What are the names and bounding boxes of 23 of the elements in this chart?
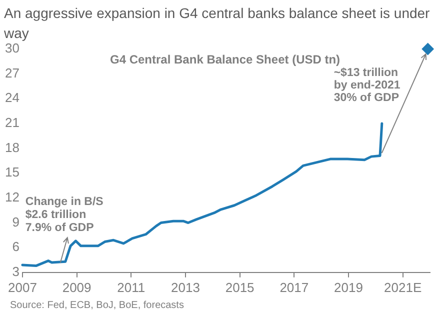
x-tick-label: 2015 [225, 280, 254, 295]
x-tick-label: 2007 [8, 280, 37, 295]
x-tick-label: 2017 [280, 280, 309, 295]
x-tick-label: 2011 [117, 280, 146, 295]
x-tick-label: 2009 [62, 280, 92, 295]
annotation: ~$13 trillion by end-2021 30% of GDP [334, 67, 401, 104]
y-tick-label: 18 [4, 140, 20, 155]
y-tick-label: 21 [4, 115, 20, 130]
y-tick-label: 6 [12, 239, 20, 254]
source-note: Source: Fed, ECB, BoJ, BoE, forecasts [10, 300, 184, 311]
chart-subtitle: G4 Central Bank Balance Sheet (USD tn) [110, 52, 340, 66]
y-tick-label: 30 [4, 40, 20, 56]
annotation: Change in B/S $2.6 trillion 7.9% of GDP [25, 196, 104, 234]
y-tick-label: 3 [12, 264, 20, 279]
chart-title: An aggressive expansion in G4 central banks balance sheet is under way [4, 4, 431, 43]
x-tick-label: 2021E [384, 280, 422, 295]
y-tick-label: 24 [4, 90, 20, 106]
x-tick-label: 2013 [171, 280, 200, 295]
y-tick-label: 27 [4, 65, 20, 80]
y-tick-label: 15 [4, 164, 20, 180]
y-tick-label: 12 [4, 190, 20, 205]
x-tick-label: 2019 [334, 280, 363, 295]
y-tick-label: 9 [12, 214, 20, 230]
